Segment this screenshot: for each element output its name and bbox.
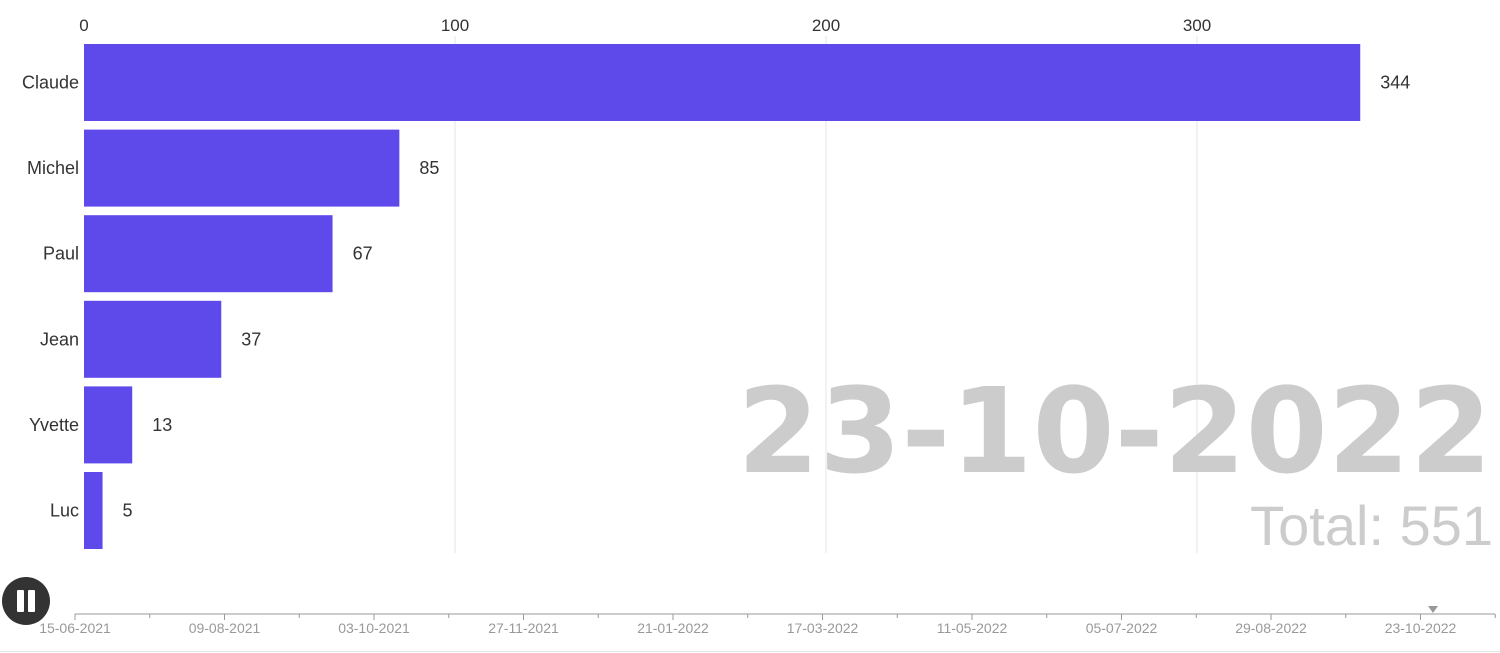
bar — [84, 215, 333, 293]
category-label: Michel — [27, 158, 79, 178]
timeline-label: 27-11-2021 — [488, 620, 559, 636]
timeline-label: 09-08-2021 — [189, 620, 261, 636]
pause-icon-bar — [28, 590, 35, 612]
bar — [84, 386, 133, 464]
total-count: Total: 551 — [1250, 494, 1493, 557]
timeline-label: 03-10-2021 — [338, 620, 410, 636]
value-label: 13 — [152, 415, 172, 435]
value-label: 37 — [241, 329, 261, 349]
category-label: Yvette — [29, 415, 79, 435]
timeline-label: 23-10-2022 — [1385, 620, 1457, 636]
category-label: Luc — [50, 501, 79, 521]
pause-icon — [17, 590, 24, 612]
timeline-slider[interactable]: 15-06-2021 09-08-2021 03-10-2021 27-11-2021… — [39, 606, 1496, 636]
value-label: 67 — [353, 244, 373, 264]
category-label: Paul — [43, 244, 79, 264]
timeline-label: 11-05-2022 — [937, 620, 1008, 636]
timeline-label: 29-08-2022 — [1235, 620, 1307, 636]
bar — [84, 44, 1361, 121]
value-label: 344 — [1380, 73, 1410, 93]
current-date: 23-10-2022 — [737, 362, 1492, 500]
x-tick-label: 200 — [812, 16, 840, 35]
bar — [84, 472, 103, 549]
bars: Claude 344 Michel 85 Paul 67 Jean 37 Yvette 13 Luc… — [22, 44, 1410, 549]
x-tick-label: 100 — [441, 16, 469, 35]
timeline-handle[interactable] — [1428, 606, 1438, 613]
timeline-label: 21-01-2022 — [637, 620, 709, 636]
x-tick-label: 300 — [1183, 16, 1211, 35]
bar — [84, 300, 222, 378]
value-label: 85 — [419, 158, 439, 178]
pause-button[interactable] — [2, 577, 50, 625]
timeline-label: 15-06-2021 — [39, 620, 111, 636]
timeline-label: 17-03-2022 — [787, 620, 859, 636]
category-label: Jean — [40, 329, 79, 349]
x-axis: 0 100 200 300 — [79, 16, 1211, 35]
value-label: 5 — [123, 501, 133, 521]
x-tick-label: 0 — [79, 16, 88, 35]
bar — [84, 129, 400, 207]
timeline-label: 05-07-2022 — [1086, 620, 1158, 636]
bottom-divider — [0, 651, 1500, 652]
gridlines — [454, 36, 1198, 553]
category-label: Claude — [22, 73, 79, 93]
